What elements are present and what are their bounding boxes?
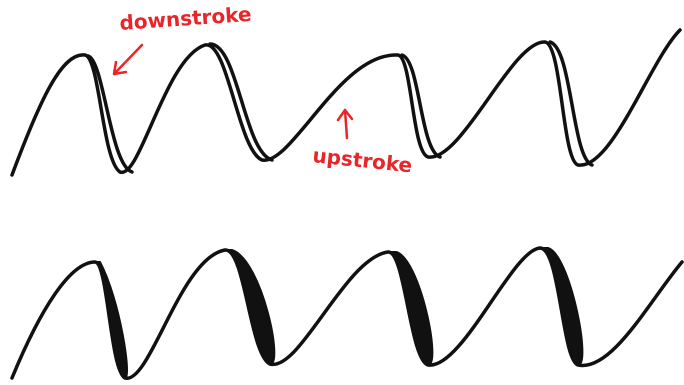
annotation-label: downstroke [119,2,253,35]
filled-wave [12,248,682,378]
illustration: downstroke upstroke [0,0,684,385]
annotation-arrow [338,110,352,138]
filled-downstroke [388,252,432,365]
filled-downstroke [540,248,582,365]
filled-downstroke [225,250,274,364]
annotation-label: upstroke [311,143,413,177]
filled-downstroke [95,262,127,378]
annotation-arrow [114,45,142,74]
